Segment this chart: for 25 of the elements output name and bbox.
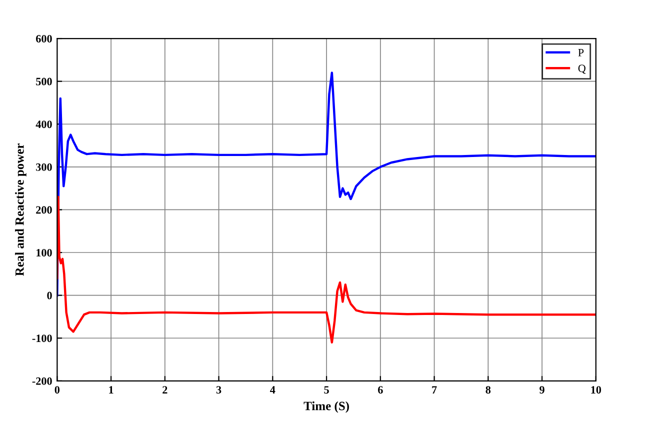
- x-tick-label: 7: [432, 386, 437, 394]
- x-tick-label: 9: [540, 386, 544, 394]
- x-tick-label: 1: [109, 386, 114, 394]
- y-tick-label: 200: [36, 206, 52, 214]
- legend-label: Q: [578, 64, 586, 74]
- x-tick-label: 10: [591, 386, 602, 394]
- y-tick-label: 400: [36, 120, 52, 128]
- y-tick-label: -200: [32, 377, 52, 385]
- x-tick-label: 2: [162, 386, 168, 394]
- y-tick-label: 500: [36, 78, 52, 86]
- y-tick-label: 600: [36, 34, 52, 42]
- x-tick-label: 8: [486, 386, 491, 394]
- y-tick-label: -100: [32, 334, 52, 342]
- x-tick-label: 4: [270, 386, 276, 394]
- legend-label: P: [578, 49, 584, 56]
- y-tick-label: 300: [36, 163, 52, 171]
- x-axis-title: Time (S): [304, 401, 349, 413]
- y-tick-label: 100: [36, 248, 52, 256]
- x-tick-label: 3: [216, 386, 222, 394]
- y-axis-title: Real and Reactive power: [15, 144, 26, 276]
- y-tick-label: 0: [47, 292, 52, 300]
- line-series: [57, 196, 596, 344]
- x-tick-label: 6: [378, 386, 383, 394]
- x-tick-label: 0: [54, 386, 60, 394]
- x-tick-label: 5: [324, 386, 329, 394]
